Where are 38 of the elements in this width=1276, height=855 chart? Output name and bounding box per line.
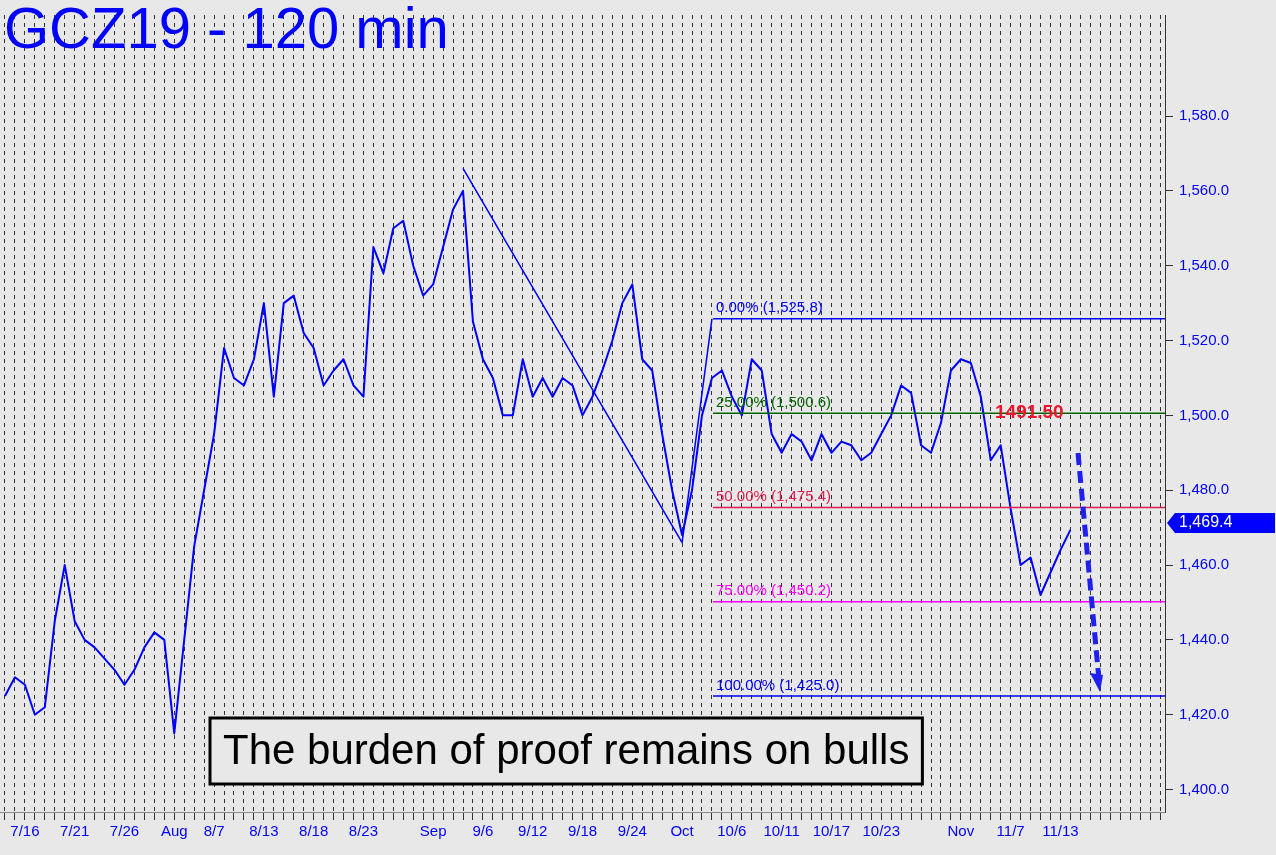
x-tick-label: 11/13: [1042, 822, 1079, 840]
x-tick-label: 7/21: [60, 822, 90, 840]
x-tick-label: 10/11: [763, 822, 800, 840]
y-tick-label: 1,560.0: [1179, 181, 1230, 198]
y-tick-label: 1,420.0: [1179, 704, 1230, 722]
x-tick-label: Nov: [947, 822, 975, 840]
y-tick-label: 1,540.0: [1179, 255, 1230, 273]
x-tick-label: Oct: [670, 822, 695, 840]
x-tick-label: Sep: [419, 822, 447, 840]
ref-line-label: 50.00% (1,475.4): [715, 487, 832, 505]
x-tick-label: 11/7: [996, 822, 1025, 840]
y-tick-label: 1,480.0: [1179, 480, 1230, 498]
text: 1,469.4: [1179, 513, 1233, 531]
x-tick-label: 8/18: [299, 822, 329, 840]
y-tick-label: 1,440.0: [1179, 630, 1230, 648]
ref-line-label: 75.00% (1,450.2): [715, 581, 832, 599]
y-tick-label: 1,580.0: [1179, 106, 1230, 124]
chart-title: GCZ19 - 120 min: [4, 0, 449, 61]
x-tick-label: 9/12: [518, 822, 548, 840]
x-tick-label: 9/24: [617, 822, 647, 840]
y-tick-label: 1,520.0: [1179, 330, 1230, 348]
x-tick-label: 8/7: [203, 822, 225, 840]
x-tick-label: 8/23: [348, 822, 379, 840]
y-tick-label: 1,460.0: [1179, 555, 1230, 573]
x-tick-label: 10/6: [717, 822, 747, 840]
annotation: The burden of proof remains on bulls: [223, 725, 910, 773]
x-tick-label: 7/16: [10, 822, 40, 840]
x-tick-label: 9/18: [567, 822, 598, 840]
y-tick-label: 1,400.0: [1179, 779, 1230, 797]
x-tick-label: 10/17: [812, 822, 851, 840]
y-tick-label: 1,500.0: [1179, 405, 1230, 423]
x-tick-label: 10/23: [862, 822, 900, 840]
ref-line-label: 100.00% (1,425.0): [715, 675, 840, 693]
x-tick-label: 7/26: [109, 822, 140, 840]
x-tick-label: Aug: [160, 822, 188, 840]
x-tick-label: 9/6: [472, 822, 494, 840]
ref-line-label: 0.00% (1,525.8): [715, 298, 823, 316]
x-tick-label: 8/13: [249, 822, 279, 840]
